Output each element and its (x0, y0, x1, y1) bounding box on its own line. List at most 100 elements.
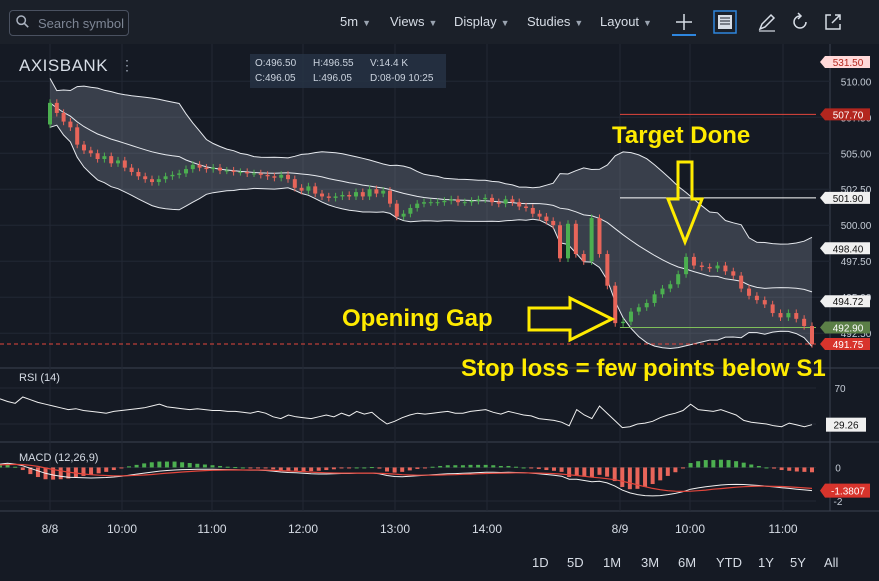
candle-body (668, 284, 673, 289)
macd-histogram-bar (218, 465, 223, 468)
y-tick-label: 497.50 (841, 257, 872, 268)
views-menu[interactable]: Views ▼ (390, 14, 437, 29)
rsi-value-label: 29.26 (833, 421, 858, 432)
ohlc-tooltip: O:496.50 H:496.55 V:14.4 K C:496.05 L:49… (250, 54, 446, 88)
candle-body (496, 202, 501, 204)
macd-value-label: -1.3807 (831, 487, 865, 498)
ohlc-open: O:496.50 (255, 58, 297, 69)
interval-dropdown[interactable]: 5m ▼ (340, 14, 371, 29)
annotation-opening-gap: Opening Gap (342, 305, 493, 332)
macd-histogram-bar (445, 465, 450, 468)
macd-histogram-bar (58, 467, 63, 480)
macd-histogram-bar (612, 467, 617, 482)
chart-area[interactable]: 8/8 10:00 11:00 12:00 13:00 14:00 8/9 10:00 11:0… (0, 44, 879, 548)
macd-histogram-bar (438, 465, 443, 468)
candle-body (136, 171, 141, 177)
macd-histogram-bar (726, 460, 731, 468)
search-box[interactable] (9, 10, 129, 36)
candle-body (116, 160, 120, 164)
macd-histogram-bar (51, 467, 56, 480)
candle-body (218, 167, 222, 171)
refresh-button[interactable] (786, 8, 814, 36)
timeframe-1y[interactable]: 1Y (758, 555, 774, 570)
price-label-tag (820, 242, 870, 255)
timeframe-1m[interactable]: 1M (603, 555, 622, 570)
data-table-button[interactable] (711, 8, 739, 36)
timeframe-3m[interactable]: 3M (641, 555, 660, 570)
draw-button[interactable] (753, 8, 781, 36)
display-menu[interactable]: Display ▼ (454, 14, 510, 29)
candle-body (581, 254, 586, 262)
price-label-tag (820, 338, 870, 351)
macd-histogram-bar (574, 467, 579, 476)
macd-histogram-bar (172, 461, 177, 468)
crosshair-button[interactable] (670, 8, 698, 36)
candle-body (449, 199, 454, 201)
candle-body (802, 318, 807, 327)
macd-histogram-bar (787, 467, 792, 471)
bollinger-middle-line (49, 102, 813, 293)
candle-body (684, 256, 689, 275)
macd-histogram-bar (127, 466, 132, 468)
candle-body (490, 197, 494, 203)
timeframe-all[interactable]: All (824, 555, 839, 570)
macd-histogram-bar (0, 465, 2, 468)
table-icon (713, 10, 737, 34)
popout-button[interactable] (819, 8, 847, 36)
macd-histogram-bar (567, 467, 572, 478)
candle-body (676, 274, 681, 285)
search-input[interactable] (38, 14, 126, 32)
candle-body (245, 171, 250, 174)
candle-body (394, 203, 399, 217)
candle-body (551, 220, 556, 226)
studies-menu[interactable]: Studies ▼ (527, 14, 583, 29)
candle-body (320, 193, 324, 197)
timeframe-ytd[interactable]: YTD (716, 555, 742, 570)
candle-body (54, 102, 59, 113)
candle-body (388, 190, 392, 204)
timeframe-1d[interactable]: 1D (532, 555, 549, 570)
annotation-target-done: Target Done (612, 122, 750, 149)
macd-histogram-bar (680, 467, 685, 469)
gap-arrow-icon (527, 295, 616, 343)
more-options-icon[interactable]: ⋮ (120, 57, 134, 73)
x-tick-label: 11:00 (197, 522, 226, 536)
macd-histogram-bar (271, 467, 276, 470)
candle-body (326, 196, 331, 198)
chevron-down-icon: ▼ (574, 18, 584, 28)
macd-histogram-bar (362, 467, 367, 469)
search-icon (16, 15, 29, 28)
candle-body (652, 294, 657, 303)
macd-histogram-bar (392, 467, 397, 473)
macd-histogram-bar (718, 459, 723, 468)
macd-histogram-bar (369, 467, 374, 469)
candle-body (150, 179, 154, 183)
macd-histogram-bar (142, 463, 147, 468)
macd-histogram-bar (772, 467, 777, 469)
macd-histogram-bar (377, 467, 382, 469)
timeframe-6m[interactable]: 6M (678, 555, 697, 570)
macd-histogram-bar (96, 467, 101, 474)
macd-histogram-bar (293, 467, 298, 471)
timeframe-5d[interactable]: 5D (567, 555, 584, 570)
candle-body (401, 213, 406, 217)
candle-body (589, 218, 594, 262)
macd-histogram-bar (703, 460, 708, 468)
price-label-text: 501.90 (833, 194, 864, 205)
macd-histogram-bar (643, 467, 648, 487)
macd-histogram-bar (66, 467, 71, 479)
macd-histogram-bar (233, 467, 238, 469)
candle-body (762, 300, 767, 305)
macd-y-tick-label: 0 (835, 463, 841, 474)
macd-histogram-bar (810, 467, 814, 473)
macd-histogram-bar (430, 466, 435, 468)
macd-histogram-bar (764, 467, 769, 469)
ohlc-high: H:496.55 (313, 58, 354, 69)
candle-body (252, 173, 256, 175)
candle-body (415, 203, 420, 208)
candle-body (754, 295, 759, 301)
candle-body (794, 313, 799, 319)
layout-menu[interactable]: Layout ▼ (600, 14, 652, 29)
macd-histogram-bar (301, 467, 306, 472)
timeframe-5y[interactable]: 5Y (790, 555, 806, 570)
